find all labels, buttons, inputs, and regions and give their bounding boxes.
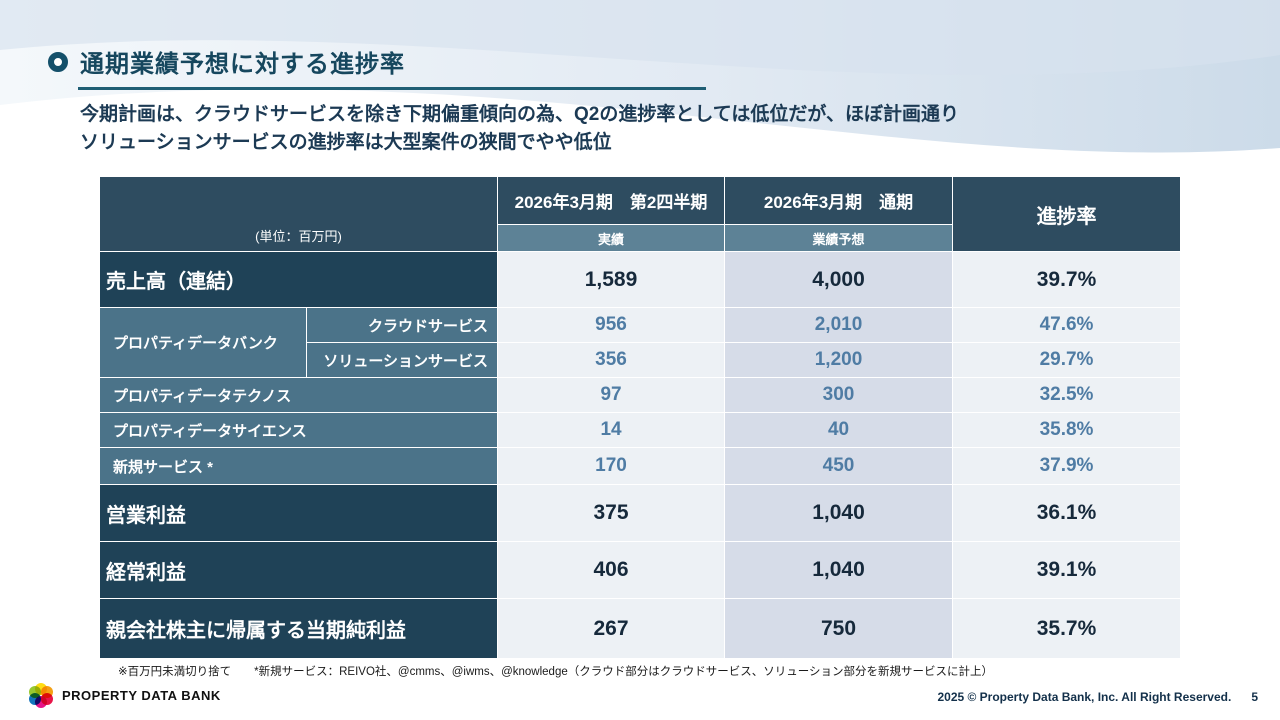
cell-operating-forecast: 1,040 — [724, 484, 954, 542]
cell-technos-actual: 97 — [497, 377, 726, 413]
results-table: (単位：百万円) 2026年3月期 第2四半期 2026年3月期 通期 進捗率 … — [98, 176, 1182, 659]
subtitle-line-1: 今期計画は、クラウドサービスを除き下期偏重傾向の為、Q2の進捗率としては低位だが… — [80, 104, 960, 125]
cell-technos-progress: 32.5% — [952, 377, 1182, 413]
title-underline — [78, 87, 706, 90]
footer-logo-text: PROPERTY DATA BANK — [62, 687, 221, 703]
row-label-pdb: プロパティデータバンク — [99, 307, 307, 378]
cell-new-service-actual: 170 — [497, 447, 726, 485]
copyright-text: 2025 © Property Data Bank, Inc. All Righ… — [937, 690, 1232, 704]
table-row-science: プロパティデータサイエンス 14 40 35.8% — [98, 412, 1182, 448]
page-number: 5 — [1251, 690, 1258, 704]
page-title-row: 通期業績予想に対する進捗率 — [48, 44, 405, 79]
header-full-year: 2026年3月期 通期 — [724, 176, 954, 225]
cell-science-forecast: 40 — [724, 412, 954, 448]
title-bullet-icon — [48, 51, 68, 72]
subheader-forecast: 業績予想 — [724, 224, 954, 252]
header-q2: 2026年3月期 第2四半期 — [497, 176, 726, 225]
cell-operating-progress: 36.1% — [952, 484, 1182, 542]
cell-science-progress: 35.8% — [952, 412, 1182, 448]
subtitle-line-2: ソリューションサービスの進捗率は大型案件の狭間でやや低位 — [80, 132, 612, 153]
subheader-actual: 実績 — [497, 224, 726, 252]
row-label-operating: 営業利益 — [98, 484, 499, 542]
unit-label-cell: (単位：百万円) — [98, 176, 499, 252]
cell-ordinary-actual: 406 — [497, 541, 726, 599]
cell-solution-progress: 29.7% — [952, 342, 1182, 378]
cell-ordinary-progress: 39.1% — [952, 541, 1182, 599]
table-row-technos: プロパティデータテクノス 97 300 32.5% — [98, 377, 1182, 413]
cell-operating-actual: 375 — [497, 484, 726, 542]
footer-logo-block: PROPERTY DATA BANK — [28, 682, 221, 708]
cell-sales-forecast: 4,000 — [724, 251, 954, 308]
cell-science-actual: 14 — [497, 412, 726, 448]
row-label-technos: プロパティデータテクノス — [98, 377, 499, 413]
cell-technos-forecast: 300 — [724, 377, 954, 413]
subtitle: 今期計画は、クラウドサービスを除き下期偏重傾向の為、Q2の進捗率としては低位だが… — [80, 101, 959, 157]
footnote: ※百万円未満切り捨て *新規サービス：REIVO社、@cmms、@iwms、@k… — [118, 666, 994, 678]
cell-cloud-progress: 47.6% — [952, 307, 1182, 343]
cell-ordinary-forecast: 1,040 — [724, 541, 954, 599]
table-row-net-income: 親会社株主に帰属する当期純利益 267 750 35.7% — [98, 598, 1182, 659]
page-title: 通期業績予想に対する進捗率 — [80, 51, 405, 78]
table-row-new-service: 新規サービス * 170 450 37.9% — [98, 447, 1182, 485]
row-label-cloud: クラウドサービス — [305, 307, 499, 343]
cell-net-income-forecast: 750 — [724, 598, 954, 659]
row-label-solution: ソリューションサービス — [305, 342, 499, 378]
table-row-ordinary: 経常利益 406 1,040 39.1% — [98, 541, 1182, 599]
table-row-cloud: プロパティデータバンク クラウドサービス 956 2,010 47.6% — [99, 307, 1182, 378]
header-progress: 進捗率 — [952, 176, 1182, 252]
cell-sales-actual: 1,589 — [497, 251, 726, 308]
footer-copyright-block: 2025 © Property Data Bank, Inc. All Righ… — [937, 690, 1258, 704]
row-label-net-income: 親会社株主に帰属する当期純利益 — [98, 598, 499, 659]
property-data-bank-logo-icon — [28, 682, 54, 708]
table-row-sales: 売上高（連結） 1,589 4,000 39.7% — [98, 251, 1182, 308]
header-row-1: (単位：百万円) 2026年3月期 第2四半期 2026年3月期 通期 進捗率 — [98, 176, 1182, 252]
cell-sales-progress: 39.7% — [952, 251, 1182, 308]
cell-solution-forecast: 1,200 — [724, 342, 954, 378]
cell-new-service-progress: 37.9% — [952, 447, 1182, 485]
row-label-science: プロパティデータサイエンス — [98, 412, 499, 448]
cell-net-income-actual: 267 — [497, 598, 726, 659]
cell-cloud-actual: 956 — [497, 307, 726, 343]
row-label-sales: 売上高（連結） — [98, 251, 499, 308]
logo-dot — [29, 686, 41, 698]
cell-new-service-forecast: 450 — [724, 447, 954, 485]
results-table-wrapper: (単位：百万円) 2026年3月期 第2四半期 2026年3月期 通期 進捗率 … — [98, 176, 1182, 659]
cell-cloud-forecast: 2,010 — [724, 307, 954, 343]
cell-net-income-progress: 35.7% — [952, 598, 1182, 659]
row-label-new-service: 新規サービス * — [98, 447, 499, 485]
table-row-operating: 営業利益 375 1,040 36.1% — [98, 484, 1182, 542]
row-label-ordinary: 経常利益 — [98, 541, 499, 599]
header-row-2: 実績 業績予想 — [100, 224, 1181, 252]
table-row-solution: ソリューションサービス 356 1,200 29.7% — [100, 342, 1182, 378]
cell-solution-actual: 356 — [497, 342, 726, 378]
top-wave-decoration — [0, 0, 1280, 170]
